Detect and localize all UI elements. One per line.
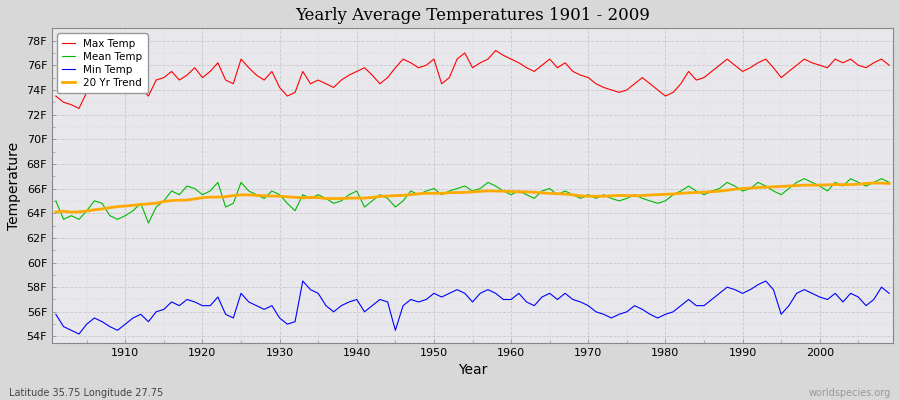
Mean Temp	[513, 189, 524, 194]
Min Temp	[74, 332, 85, 336]
20 Yr Trend	[868, 181, 879, 186]
Mean Temp	[336, 198, 346, 203]
Max Temp	[120, 78, 130, 82]
Y-axis label: Temperature: Temperature	[7, 141, 21, 230]
20 Yr Trend	[50, 210, 61, 214]
Mean Temp	[884, 180, 895, 185]
Max Temp	[513, 60, 524, 65]
Min Temp	[120, 322, 130, 326]
20 Yr Trend	[290, 195, 301, 200]
Min Temp	[344, 300, 355, 304]
Mean Temp	[506, 192, 517, 197]
Mean Temp	[50, 198, 61, 203]
Text: worldspecies.org: worldspecies.org	[809, 388, 891, 398]
Max Temp	[336, 78, 346, 82]
Max Temp	[290, 90, 301, 95]
Min Temp	[614, 312, 625, 317]
Min Temp	[290, 319, 301, 324]
Min Temp	[50, 312, 61, 317]
X-axis label: Year: Year	[458, 363, 487, 377]
20 Yr Trend	[884, 181, 895, 186]
Line: Mean Temp: Mean Temp	[56, 179, 889, 223]
Min Temp	[513, 291, 524, 296]
Legend: Max Temp, Mean Temp, Min Temp, 20 Yr Trend: Max Temp, Mean Temp, Min Temp, 20 Yr Tre…	[58, 34, 148, 93]
Line: Min Temp: Min Temp	[56, 281, 889, 334]
Mean Temp	[112, 217, 123, 222]
20 Yr Trend	[513, 190, 524, 194]
Line: Max Temp: Max Temp	[56, 50, 889, 108]
Max Temp	[614, 90, 625, 95]
Mean Temp	[143, 221, 154, 226]
Mean Temp	[290, 208, 301, 213]
Max Temp	[884, 63, 895, 68]
Text: Latitude 35.75 Longitude 27.75: Latitude 35.75 Longitude 27.75	[9, 388, 163, 398]
Min Temp	[521, 300, 532, 304]
Mean Temp	[799, 176, 810, 181]
Min Temp	[884, 291, 895, 296]
Min Temp	[297, 278, 308, 283]
Max Temp	[491, 48, 501, 53]
Max Temp	[521, 65, 532, 70]
Title: Yearly Average Temperatures 1901 - 2009: Yearly Average Temperatures 1901 - 2009	[295, 7, 650, 24]
Max Temp	[74, 106, 85, 111]
20 Yr Trend	[120, 204, 130, 208]
20 Yr Trend	[506, 189, 517, 194]
Mean Temp	[606, 196, 616, 201]
Max Temp	[50, 94, 61, 98]
20 Yr Trend	[606, 194, 616, 198]
20 Yr Trend	[66, 210, 77, 214]
Line: 20 Yr Trend: 20 Yr Trend	[56, 183, 889, 212]
20 Yr Trend	[336, 196, 346, 201]
